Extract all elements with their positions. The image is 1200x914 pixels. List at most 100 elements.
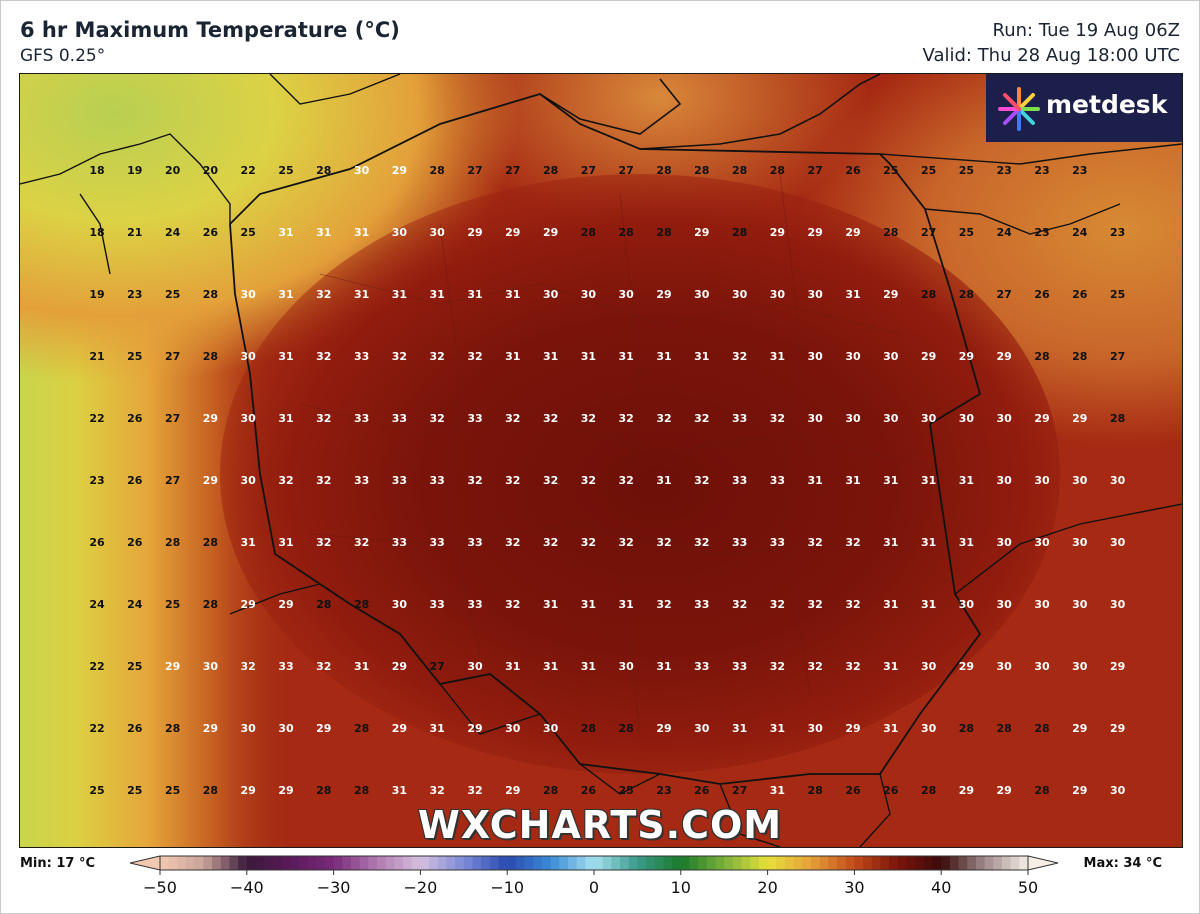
temperature-value: 30 — [959, 598, 975, 611]
scale-swatch — [463, 856, 473, 870]
temperature-value: 19 — [127, 164, 142, 177]
temperature-value: 31 — [278, 350, 293, 363]
temperature-value: 31 — [543, 598, 558, 611]
temperature-value: 32 — [316, 412, 331, 425]
temperature-value: 32 — [619, 474, 634, 487]
baltic-coast — [539, 74, 881, 150]
scale-swatch — [958, 856, 968, 870]
temperature-value: 30 — [1072, 536, 1088, 549]
temperature-value: 30 — [581, 288, 597, 301]
scale-swatch — [837, 856, 847, 870]
temperature-value: 25 — [127, 350, 142, 363]
temperature-value: 32 — [656, 598, 671, 611]
temperature-value: 21 — [89, 350, 104, 363]
scale-swatch — [324, 856, 335, 870]
temperature-value: 30 — [241, 722, 257, 735]
temperature-value: 32 — [694, 474, 709, 487]
max-temperature-label: Max: 34 °C — [1083, 856, 1162, 871]
temperature-value: 30 — [997, 412, 1013, 425]
temperature-value: 31 — [959, 536, 974, 549]
temperature-value: 26 — [89, 536, 105, 549]
scale-swatch — [1019, 856, 1029, 870]
temperature-value: 30 — [467, 660, 483, 673]
scale-swatch — [689, 856, 699, 870]
temperature-value: 30 — [505, 722, 521, 735]
chart-title: 6 hr Maximum Temperature (°C) — [20, 18, 400, 42]
scale-swatch — [429, 856, 439, 870]
temperature-value: 28 — [354, 722, 369, 735]
temperature-value: 28 — [959, 288, 974, 301]
scale-swatch — [802, 856, 812, 870]
temperature-value: 32 — [505, 474, 520, 487]
temperature-value: 31 — [883, 474, 898, 487]
temperature-value: 29 — [467, 722, 482, 735]
temperature-value: 25 — [883, 164, 898, 177]
temperature-value: 32 — [770, 598, 785, 611]
scale-swatch — [446, 856, 456, 870]
temperature-value: 31 — [581, 350, 596, 363]
scale-swatch — [724, 856, 734, 870]
temperature-value: 31 — [883, 722, 898, 735]
temperature-value: 32 — [581, 412, 596, 425]
scale-swatch — [281, 856, 291, 870]
scale-tick-label: −50 — [143, 878, 177, 897]
scale-swatch — [863, 856, 873, 870]
temperature-value: 30 — [808, 350, 824, 363]
temperature-value: 31 — [467, 288, 482, 301]
sweden-coast — [269, 74, 401, 105]
scale-swatch — [585, 856, 595, 870]
temperature-value: 30 — [241, 288, 257, 301]
scale-swatch — [811, 856, 821, 870]
temperature-value: 28 — [997, 722, 1012, 735]
temperature-value: 30 — [1110, 474, 1126, 487]
temperature-value: 21 — [127, 226, 142, 239]
temperature-value: 30 — [241, 350, 257, 363]
scale-swatch — [411, 856, 421, 870]
temperature-value: 32 — [845, 660, 860, 673]
temperature-value: 30 — [959, 412, 975, 425]
temperature-value: 24 — [997, 226, 1013, 239]
temperature-value: 28 — [1034, 350, 1049, 363]
temperature-value: 19 — [89, 288, 104, 301]
scale-swatch — [897, 856, 907, 870]
temperature-value: 31 — [430, 722, 445, 735]
temperature-value: 30 — [732, 288, 748, 301]
temperature-value: 29 — [1072, 784, 1087, 797]
temperature-value: 25 — [165, 598, 180, 611]
temperature-value: 26 — [694, 784, 710, 797]
temperature-value-labels: 18 19 20 20 22 25 28 30 29 28 27 27 28 27 27 28 28 28 28 27… — [89, 164, 1125, 797]
temperature-value: 28 — [203, 784, 218, 797]
temperature-value: 29 — [1072, 722, 1087, 735]
temperature-value: 31 — [619, 350, 634, 363]
temperature-value: 29 — [997, 784, 1012, 797]
temperature-value: 32 — [619, 536, 634, 549]
scale-tick-label: 40 — [931, 878, 951, 897]
temperature-value: 29 — [959, 784, 974, 797]
temperature-value: 30 — [694, 722, 710, 735]
temperature-value: 27 — [732, 784, 747, 797]
temperature-value: 29 — [241, 784, 256, 797]
scale-swatch — [1001, 856, 1012, 870]
temperature-value: 29 — [883, 288, 898, 301]
temperature-value: 28 — [808, 784, 823, 797]
scale-swatch — [455, 856, 465, 870]
scale-swatch — [672, 856, 682, 870]
temperature-value: 27 — [808, 164, 823, 177]
temperature-value: 32 — [467, 784, 482, 797]
run-label: Run: Tue 19 Aug 06Z — [992, 20, 1181, 41]
scale-swatch — [229, 856, 239, 870]
temperature-value: 22 — [89, 722, 104, 735]
temperature-value: 30 — [1072, 598, 1088, 611]
temperature-value: 31 — [619, 598, 634, 611]
temperature-value: 25 — [959, 226, 974, 239]
temperature-value: 30 — [921, 722, 937, 735]
scale-swatch — [628, 856, 638, 870]
scale-swatch — [359, 856, 369, 870]
temperature-value: 28 — [656, 164, 671, 177]
temperature-value: 33 — [354, 350, 369, 363]
temperature-value: 31 — [392, 784, 407, 797]
temperature-value: 27 — [165, 474, 180, 487]
temperature-value: 33 — [430, 474, 445, 487]
scale-swatch — [507, 856, 517, 870]
temperature-value: 31 — [581, 598, 596, 611]
